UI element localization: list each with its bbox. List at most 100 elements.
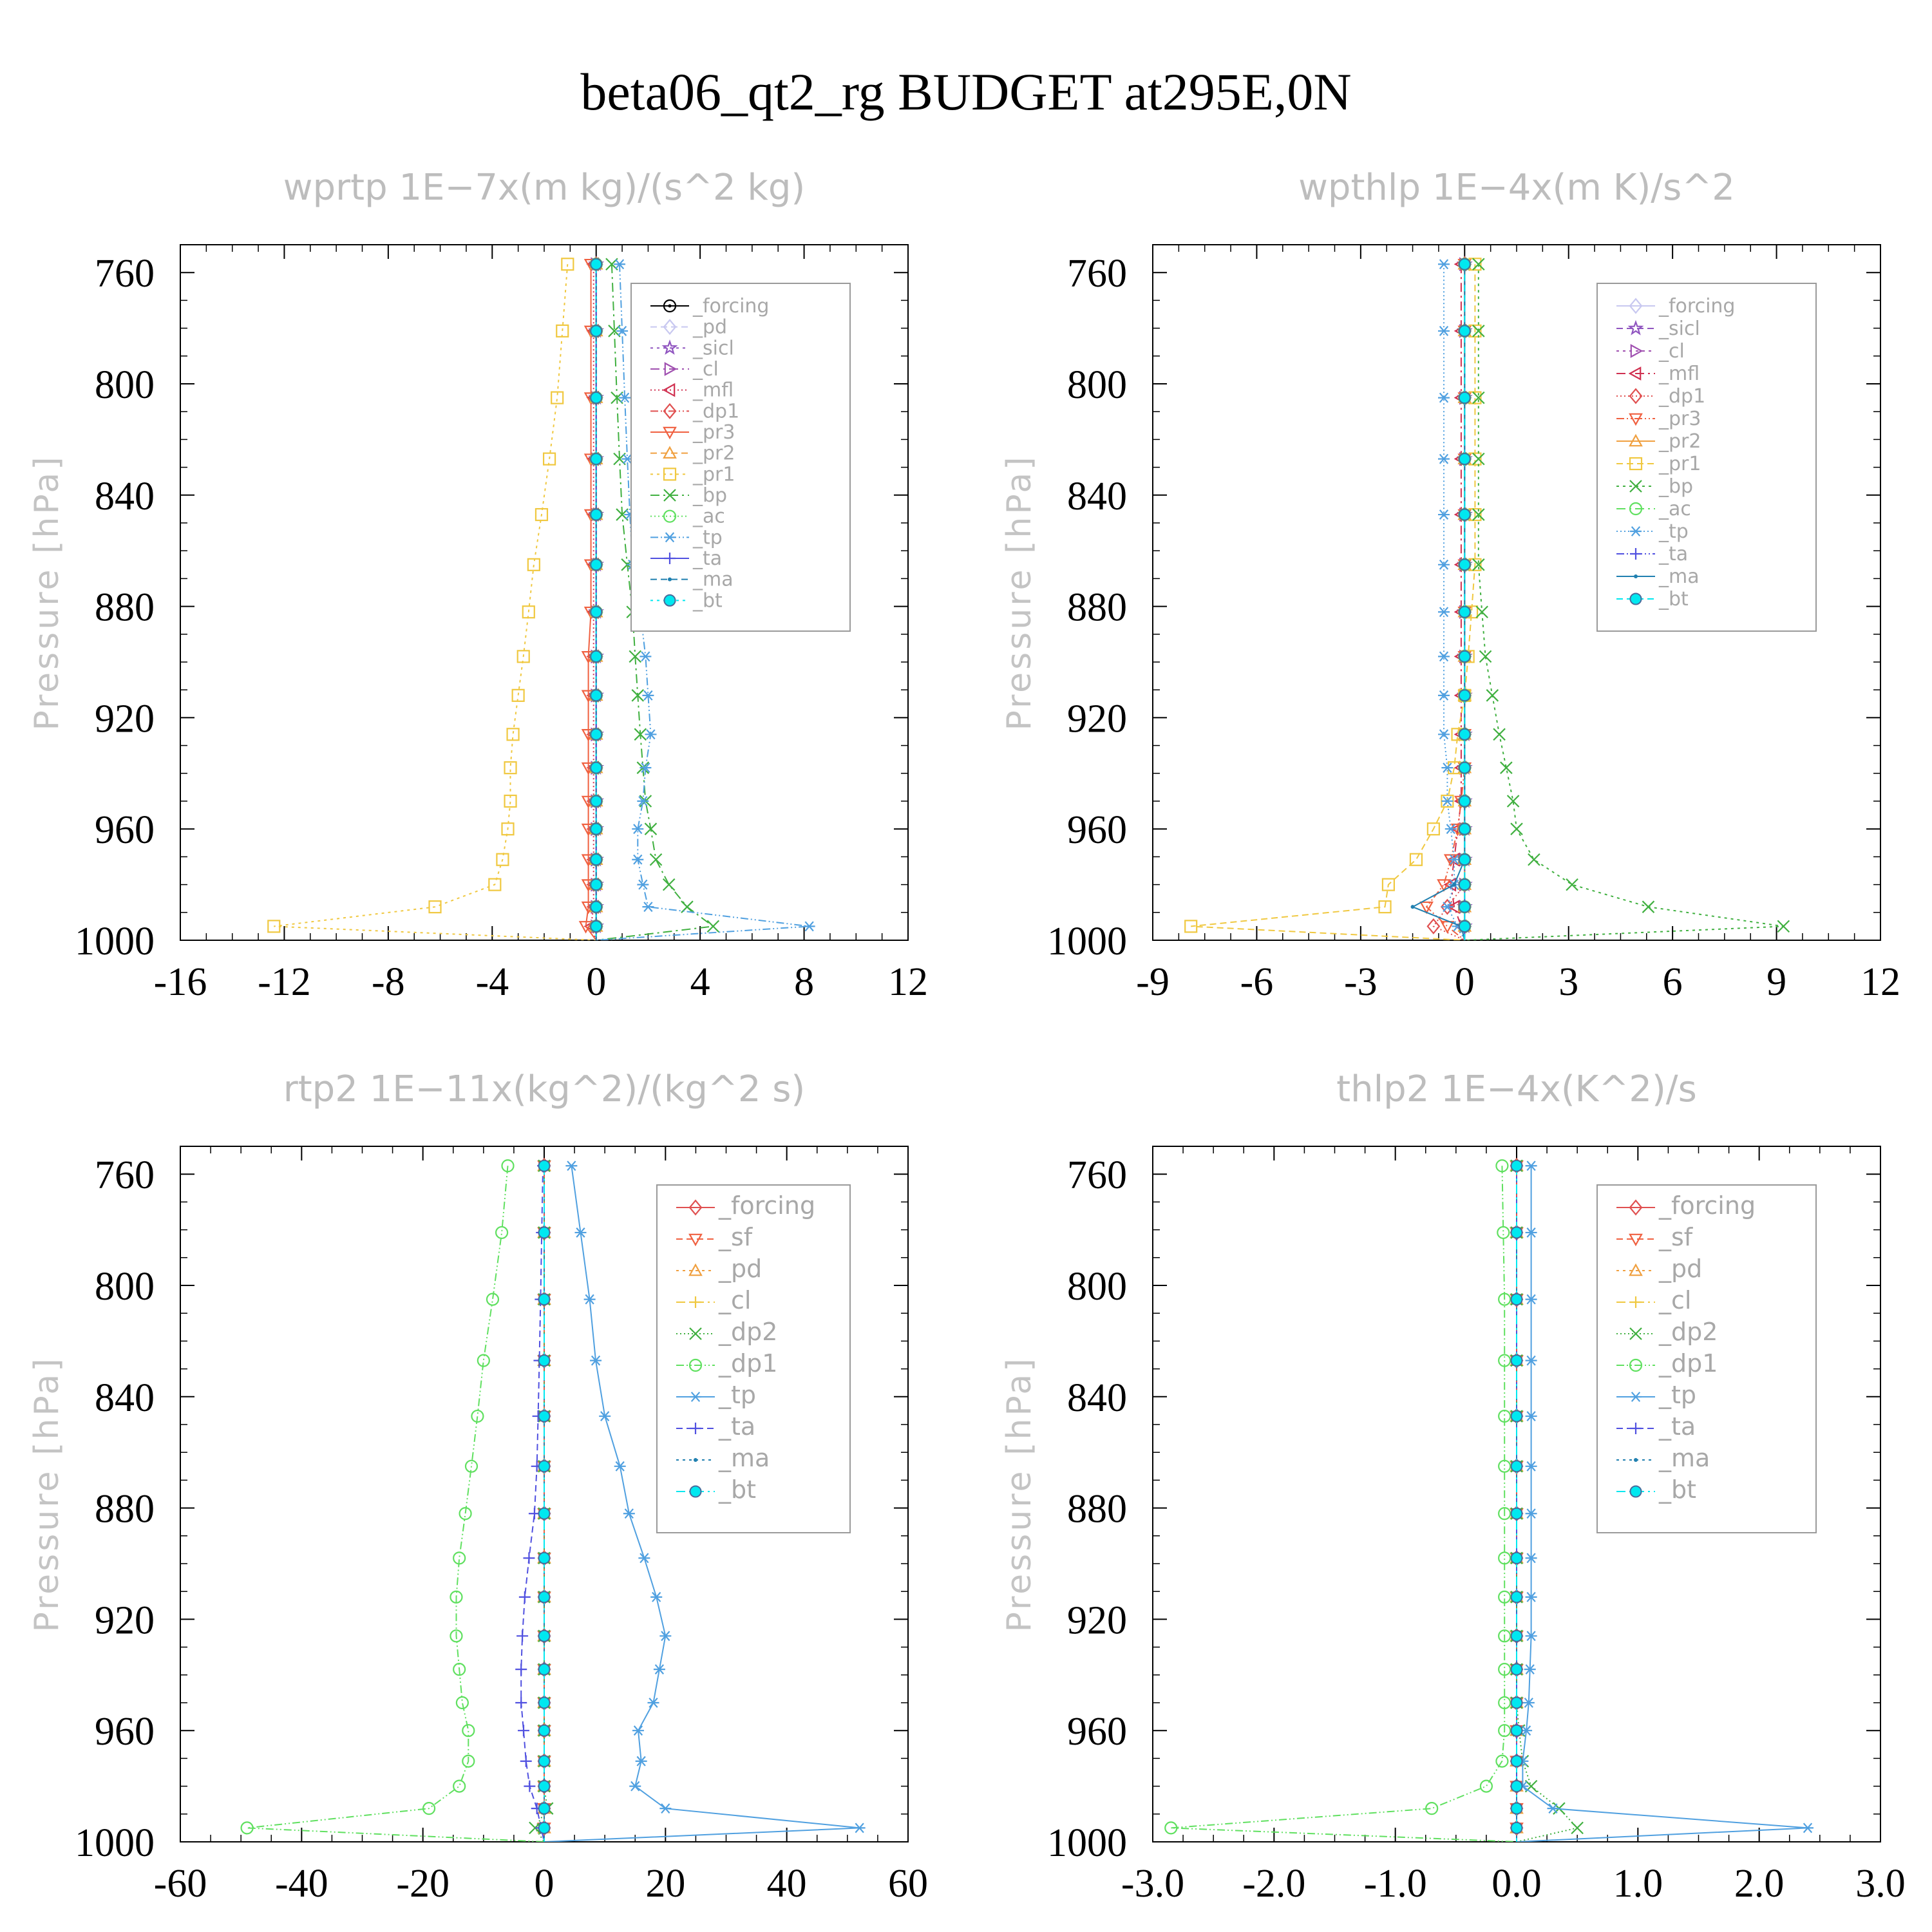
data-point	[662, 878, 676, 891]
data-point	[574, 1227, 587, 1238]
legend-item: _dp1	[1616, 1349, 1718, 1378]
data-point	[538, 1354, 551, 1367]
data-point	[1479, 1779, 1493, 1793]
data-point	[1438, 729, 1450, 740]
legend-marker	[1630, 526, 1642, 536]
legend-label: _mfl	[1658, 363, 1700, 385]
y-tick-label: 1000	[75, 920, 155, 963]
legend-item: _dp1	[676, 1349, 777, 1378]
x-tick-label: 20	[645, 1862, 685, 1906]
x-tick-label: 0	[1455, 960, 1475, 1004]
data-point	[496, 853, 509, 866]
legend-marker	[1629, 457, 1643, 471]
x-tick-label: -12	[258, 960, 311, 1004]
data-point	[1510, 1802, 1523, 1815]
legend-label: _dp2	[1658, 1318, 1718, 1346]
x-tick-label: -1.0	[1364, 1862, 1427, 1906]
data-point	[853, 1823, 866, 1833]
legend-item: _pr2	[650, 442, 735, 465]
data-point	[428, 900, 442, 914]
data-point	[517, 1725, 529, 1737]
x-tick-label: -8	[372, 960, 405, 1004]
legend-label: _bt	[718, 1475, 756, 1504]
data-point	[538, 1159, 551, 1172]
series-bp	[1464, 258, 1790, 940]
data-point	[1438, 651, 1450, 662]
series-line	[1171, 1166, 1517, 1842]
data-point	[1437, 879, 1451, 892]
data-point	[590, 258, 603, 270]
x-tick-label: 3.0	[1855, 1862, 1906, 1906]
legend-item: _forcing	[676, 1191, 815, 1220]
data-point	[453, 1551, 466, 1565]
data-point	[619, 392, 631, 403]
legend-marker	[1630, 548, 1642, 560]
chart-panel-4: thlp2 1E−4x(K^2)/s Pressure [hPa] -3.0 -2.0…	[1000, 1068, 1906, 1906]
legend-item: _forcing	[650, 295, 769, 317]
x-tick-label: 3	[1558, 960, 1578, 1004]
legend-marker	[663, 594, 676, 607]
legend-label: _cl	[1658, 1286, 1691, 1314]
legend-item: _pd	[676, 1255, 762, 1283]
marker-dot	[668, 304, 672, 308]
data-point	[556, 324, 569, 338]
series-dp1	[240, 1159, 545, 1842]
chart-panel-3: rtp2 1E−11x(kg^2)/(kg^2 s) Pressure [hPa]…	[28, 1068, 928, 1906]
y-tick-label: 880	[95, 1488, 155, 1531]
legend-item: _dp2	[676, 1318, 777, 1346]
x-tick-label: -40	[275, 1862, 328, 1906]
series-pr1	[267, 258, 596, 940]
y-tick-label: 960	[95, 1710, 155, 1754]
legend-marker	[1629, 1485, 1642, 1498]
data-point	[1378, 900, 1392, 914]
data-point	[1510, 1460, 1523, 1473]
x-tick-label: 9	[1766, 960, 1786, 1004]
legend: _forcing _sf _pd _cl _dp2 _dp1 _tp _ta _ma _bt	[656, 1184, 851, 1533]
data-point	[653, 1664, 665, 1675]
y-tick-label: 920	[95, 697, 155, 741]
legend-marker	[663, 446, 677, 459]
legend-marker	[664, 553, 676, 564]
data-point	[1528, 853, 1540, 866]
data-point	[1566, 878, 1578, 891]
data-point	[1472, 325, 1485, 337]
data-point	[590, 853, 603, 866]
data-point	[524, 1780, 536, 1792]
data-point	[590, 558, 603, 571]
data-point	[1458, 689, 1471, 702]
series-dp1	[1164, 1159, 1517, 1842]
legend-marker	[1629, 1327, 1642, 1340]
legend-marker	[663, 299, 677, 313]
data-point	[453, 1663, 466, 1676]
plot-area	[1184, 256, 1790, 940]
data-point	[1571, 1821, 1584, 1835]
legend-marker	[663, 402, 677, 419]
legend: _forcing_sicl_cl_mfl_dp1_pr3_pr2_pr1_bp_…	[1596, 283, 1817, 632]
series-line	[1411, 264, 1466, 940]
y-tick-label: 920	[1067, 697, 1127, 741]
data-point	[590, 900, 603, 913]
legend-marker	[1630, 344, 1643, 358]
data-point	[1525, 1461, 1537, 1472]
x-tick-label: -2.0	[1242, 1862, 1305, 1906]
data-point	[1802, 1823, 1814, 1833]
legend-label: _tp	[1658, 520, 1689, 543]
data-point	[450, 1629, 463, 1643]
legend-marker	[668, 577, 672, 582]
y-tick-label: 800	[1067, 1265, 1127, 1309]
data-point	[1547, 1803, 1559, 1814]
legend-item: _sicl	[1616, 317, 1700, 340]
data-point	[637, 796, 649, 806]
legend-item: _cl	[650, 358, 719, 381]
legend-marker	[688, 1358, 703, 1372]
data-point	[639, 762, 652, 773]
data-point	[1510, 1159, 1523, 1172]
data-point	[1441, 902, 1454, 913]
x-tick-label: 12	[888, 960, 928, 1004]
legend-marker	[1629, 502, 1643, 516]
legend-item: _pr3	[1616, 408, 1701, 430]
data-point	[1510, 1551, 1523, 1564]
legend-item: _bt	[676, 1475, 756, 1504]
data-point	[1498, 1590, 1511, 1604]
y-tick-label: 1000	[75, 1821, 155, 1865]
